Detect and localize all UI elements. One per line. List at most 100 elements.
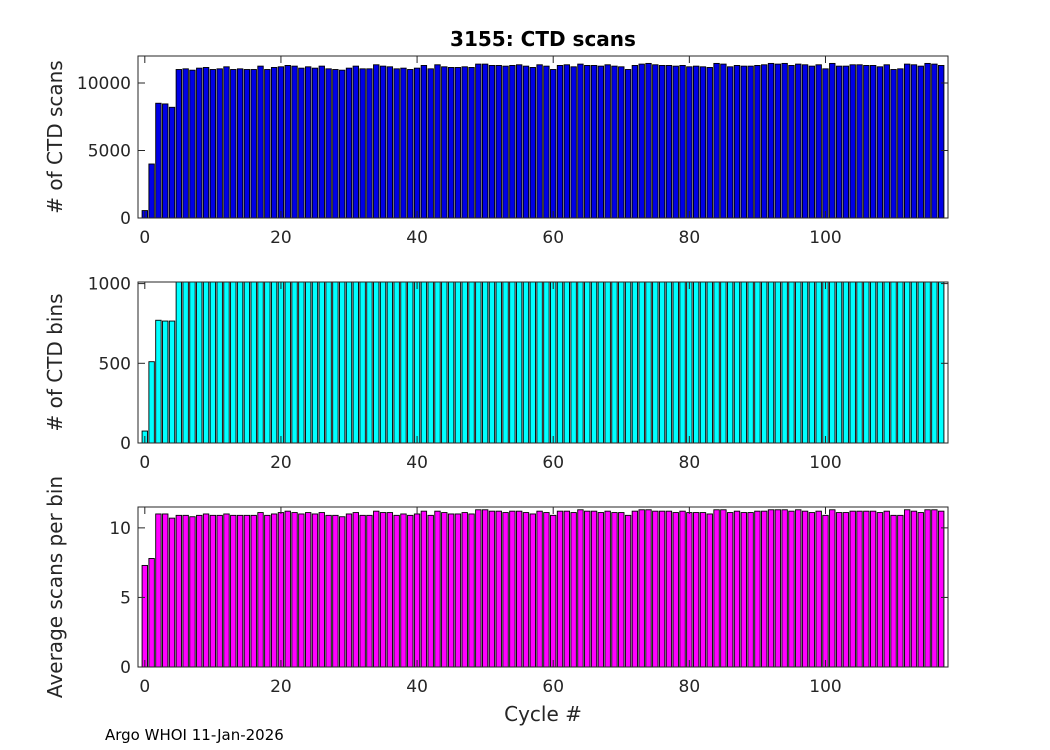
- bar: [856, 281, 863, 444]
- bar: [686, 66, 693, 219]
- bar: [461, 281, 468, 444]
- y-axis-label: # of CTD bins: [43, 293, 67, 431]
- bar: [148, 558, 155, 668]
- bar: [699, 512, 707, 668]
- bar: [740, 281, 747, 444]
- panel-avg-scans-per-bin: 0 20 40 60 80 100 0 5 10 Average scans per bin Cyc…: [43, 476, 949, 726]
- bar: [339, 516, 346, 668]
- bar: [713, 509, 720, 668]
- bar: [577, 63, 584, 219]
- bar: [801, 510, 809, 668]
- bar: [890, 514, 897, 668]
- bar: [277, 281, 285, 444]
- bar: [488, 510, 496, 668]
- x-tick-label: 40: [406, 453, 428, 473]
- bar: [645, 281, 652, 444]
- bar: [645, 62, 652, 219]
- bar: [339, 69, 346, 219]
- bar: [305, 512, 312, 668]
- bar: [502, 281, 509, 444]
- bar: [481, 509, 489, 668]
- bar: [883, 510, 890, 668]
- bar: [733, 510, 741, 668]
- bar: [835, 512, 843, 668]
- bar: [420, 510, 428, 668]
- y-tick-label: 5: [120, 588, 131, 608]
- bar: [795, 509, 802, 668]
- bar: [876, 66, 884, 219]
- bar: [604, 281, 611, 444]
- y-tick-label: 10: [109, 519, 131, 539]
- bar: [236, 514, 244, 668]
- bar: [298, 67, 305, 219]
- bar: [345, 513, 353, 668]
- bar: [175, 69, 183, 219]
- bar: [332, 514, 339, 668]
- bar: [168, 517, 176, 668]
- bar: [699, 66, 707, 219]
- bar: [216, 281, 223, 444]
- bar: [257, 512, 264, 668]
- bar: [897, 68, 904, 219]
- bar: [801, 281, 809, 444]
- bar: [550, 281, 557, 444]
- bar: [767, 62, 775, 219]
- bar: [563, 510, 570, 668]
- y-tick-label: 500: [99, 354, 131, 374]
- y-tick-label: 0: [120, 434, 131, 454]
- bar: [454, 513, 462, 668]
- bar: [801, 64, 809, 219]
- bar: [413, 513, 421, 668]
- bar: [352, 65, 359, 219]
- bar: [883, 281, 890, 444]
- y-tick-label: 10000: [77, 74, 131, 94]
- bar: [379, 512, 387, 668]
- bar: [250, 281, 257, 444]
- bar: [829, 281, 836, 444]
- bar: [182, 281, 189, 444]
- chart-title: 3155: CTD scans: [450, 27, 636, 51]
- x-tick-label: 40: [406, 228, 428, 248]
- bar: [298, 281, 305, 444]
- bar: [230, 281, 237, 444]
- bar: [631, 281, 639, 444]
- bar: [420, 281, 428, 444]
- bar: [393, 68, 400, 219]
- bar: [829, 62, 836, 219]
- bar: [692, 281, 700, 444]
- x-tick-label: 80: [679, 677, 701, 697]
- bar: [141, 564, 148, 668]
- bar: [155, 513, 162, 668]
- bar: [468, 513, 475, 668]
- bar: [774, 509, 782, 668]
- bar: [509, 510, 516, 668]
- bar: [311, 67, 319, 219]
- bar: [291, 65, 298, 219]
- bar: [386, 66, 394, 219]
- bar: [243, 69, 251, 219]
- bar: [495, 510, 502, 668]
- bar: [468, 67, 475, 219]
- bar: [665, 281, 673, 444]
- bar: [720, 509, 727, 668]
- bar: [373, 64, 380, 219]
- x-tick-label: 60: [542, 228, 564, 248]
- bar: [502, 65, 509, 219]
- bar: [556, 64, 564, 219]
- bar: [475, 509, 482, 668]
- bar: [590, 510, 598, 668]
- bar: [584, 510, 591, 668]
- bar: [345, 281, 353, 444]
- x-tick-label: 0: [139, 228, 150, 248]
- bar: [611, 512, 618, 668]
- bar: [257, 65, 264, 219]
- bar: [658, 64, 666, 219]
- bar: [148, 163, 155, 219]
- bar: [652, 281, 659, 444]
- bar: [604, 64, 611, 219]
- bar: [441, 66, 448, 219]
- bar: [393, 281, 400, 444]
- bar: [822, 281, 829, 444]
- bar: [373, 281, 380, 444]
- bar: [209, 69, 217, 219]
